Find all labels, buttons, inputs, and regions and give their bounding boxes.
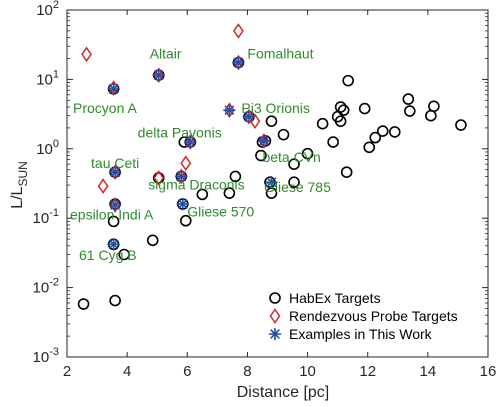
y-axis-label-main: L/L [9,186,26,208]
y-axis-label: L/LSUN [9,161,30,209]
data-point-circle [288,158,300,170]
plot-area [66,9,489,358]
x-tick-label: 14 [420,363,437,380]
data-point-circle [229,170,242,183]
legend-entry: HabEx Targets [289,290,381,306]
star-annotations: Altair Fomalhaut Procyon A Pi3 Orionis delta… [70,46,331,263]
data-point-circle [109,294,121,307]
data-point-circle [107,215,120,228]
data-marks [77,23,467,310]
x-tick-label: 6 [183,363,191,380]
legend-marker-diamond [269,308,281,324]
data-point-circle [358,102,371,115]
star-label: Gliese 570 [187,204,254,220]
data-point-circle [316,117,329,130]
x-tick-label: 12 [359,363,376,380]
y-tick-label: 102 [36,0,59,19]
legend-marker-asterisk [268,327,282,341]
star-label: tau Ceti [91,155,139,171]
star-label: Gliese 785 [264,179,331,195]
star-label: beta CVn [262,149,320,165]
data-point-circle [369,131,382,144]
data-point-diamond [97,178,109,194]
data-point-circle [196,188,209,201]
data-point-diamond [232,23,244,39]
star-label: epsilon Indi A [70,207,154,223]
data-point-asterisk [176,197,190,211]
y-axis-label-sub: SUN [16,161,30,186]
x-tick-label: 4 [123,363,131,380]
data-point-circle [404,105,416,117]
data-point-circle [376,125,389,137]
data-point-diamond [180,155,192,172]
data-point-circle [77,298,90,310]
y-tick-label: 10-3 [33,346,59,366]
x-tick-label: 8 [243,363,251,380]
y-tick-label: 10-1 [33,207,59,227]
data-point-circle [277,128,290,141]
data-point-circle [327,136,339,148]
x-axis-label: Distance [pc] [237,384,329,401]
data-point-asterisk [223,103,236,117]
y-tick-label: 101 [36,68,59,88]
data-point-asterisk [108,165,122,179]
star-label: Pi3 Orionis [241,100,309,116]
legend-marker-circle [269,292,281,304]
star-label: Fomalhaut [247,46,313,62]
star-label: delta Pavonis [138,125,222,141]
data-point-circle [455,119,467,131]
data-point-circle [428,100,440,113]
data-point-circle [255,149,267,162]
data-point-circle [265,115,278,127]
legend-entry: Rendezvous Probe Targets [289,308,458,324]
data-point-circle [223,187,236,199]
data-point-asterisk [232,56,245,69]
star-label: Altair [150,46,182,62]
data-point-diamond [153,170,165,186]
data-point-asterisk [242,110,256,124]
axis-ticks: 2 4 6 8 10 12 14 16 10-3 10-2 10-1 100 101 102 [33,0,497,380]
data-point-circle [179,214,192,227]
data-point-circle [334,101,347,113]
data-point-asterisk [257,134,271,148]
x-tick-label: 16 [480,363,497,380]
data-point-asterisk [152,68,166,82]
data-point-circle [337,104,350,116]
x-tick-label: 2 [63,363,71,380]
data-point-circle [334,115,347,127]
data-point-circle [118,248,130,261]
data-point-circle [301,147,314,160]
plot-frame [66,9,489,358]
star-label: Procyon A [73,100,137,116]
data-point-circle [402,93,415,105]
data-point-asterisk [107,238,120,251]
y-tick-label: 100 [36,138,59,158]
data-point-asterisk [174,170,188,183]
legend: HabEx Targets Rendezvous Probe Targets Exa… [268,290,458,342]
data-point-circle [288,176,300,189]
data-point-asterisk [108,198,122,212]
x-tick-label: 10 [299,363,316,380]
data-point-circle [146,234,159,247]
star-label: 61 Cyg B [79,247,137,263]
legend-entry: Examples in This Work [289,326,433,342]
data-point-asterisk [183,135,197,149]
data-point-asterisk [107,82,120,96]
data-point-circle [363,141,376,154]
data-point-circle [340,166,353,179]
data-point-circle [342,74,354,87]
y-tick-label: 10-2 [33,277,59,297]
star-label: sigma Draconis [148,176,244,192]
data-point-asterisk [265,175,278,189]
data-point-circle [388,126,401,138]
data-point-diamond [81,46,92,63]
